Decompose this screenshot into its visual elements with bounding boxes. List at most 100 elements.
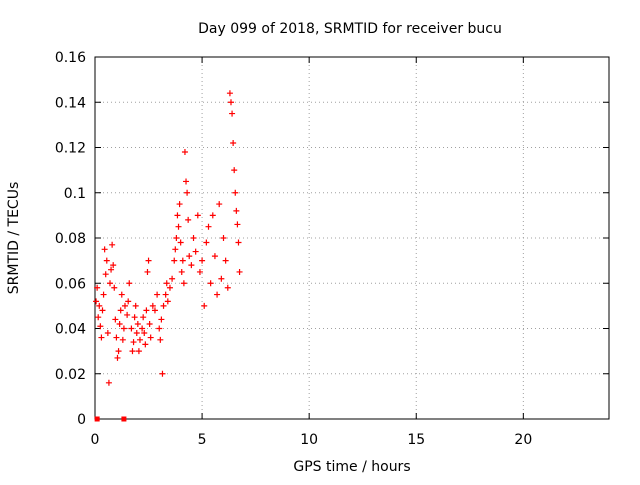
data-point xyxy=(157,336,164,343)
data-point xyxy=(151,307,158,314)
y-tick-label: 0.06 xyxy=(55,276,86,292)
gap-marker xyxy=(121,416,127,422)
data-point xyxy=(99,307,106,314)
data-point xyxy=(121,302,128,309)
data-point xyxy=(130,339,137,346)
data-point xyxy=(145,257,152,264)
y-tick-label: 0 xyxy=(77,412,86,428)
data-point xyxy=(216,201,223,208)
data-point xyxy=(146,320,153,327)
data-point xyxy=(234,221,241,228)
x-tick-label: 5 xyxy=(198,432,207,448)
data-point xyxy=(218,275,225,282)
data-point xyxy=(95,314,102,321)
data-point xyxy=(124,311,131,318)
data-point xyxy=(211,253,218,260)
chart-title: Day 099 of 2018, SRMTID for receiver buc… xyxy=(198,21,502,37)
x-tick-label: 10 xyxy=(300,432,318,448)
data-point xyxy=(192,248,199,255)
y-tick-label: 0.14 xyxy=(55,95,86,111)
data-point xyxy=(97,323,104,330)
data-point xyxy=(199,257,206,264)
data-point xyxy=(229,110,236,117)
data-point xyxy=(236,268,243,275)
data-point xyxy=(129,348,136,355)
data-point xyxy=(101,246,108,253)
data-point xyxy=(222,257,229,264)
data-point xyxy=(109,241,116,248)
data-point xyxy=(178,268,185,275)
data-point xyxy=(166,284,173,291)
data-point xyxy=(116,320,123,327)
data-point xyxy=(160,302,167,309)
data-point xyxy=(93,298,100,305)
data-point xyxy=(173,235,180,241)
data-point xyxy=(226,90,233,97)
data-point xyxy=(133,330,140,337)
data-point xyxy=(175,223,182,230)
axis-ticks: 0 0.02 0.04 0.06 0.08 0.1 0.12 0.14 0.16 0 5 10 15 20 xyxy=(55,50,609,448)
data-point xyxy=(96,302,103,309)
data-point xyxy=(128,325,135,332)
data-point xyxy=(143,307,150,314)
y-axis-label: SRMTID / TECUs xyxy=(6,182,22,295)
data-point xyxy=(140,314,147,321)
data-point xyxy=(105,379,112,386)
data-point xyxy=(164,298,171,305)
data-point xyxy=(181,149,188,156)
data-point xyxy=(132,302,139,309)
data-point xyxy=(111,284,118,291)
y-tick-label: 0.02 xyxy=(55,367,86,383)
data-point xyxy=(117,307,124,314)
data-point xyxy=(171,257,178,264)
data-point xyxy=(100,291,107,298)
x-tick-label: 15 xyxy=(407,432,425,448)
data-point xyxy=(136,336,143,343)
data-points xyxy=(93,90,243,422)
data-point xyxy=(119,336,126,343)
data-point xyxy=(176,201,183,208)
data-point xyxy=(169,275,176,282)
data-point xyxy=(112,316,119,323)
data-point xyxy=(102,271,109,278)
data-point xyxy=(131,314,138,321)
data-point xyxy=(156,325,163,332)
data-point xyxy=(214,291,221,298)
data-point xyxy=(235,239,242,246)
data-point xyxy=(224,284,231,291)
y-tick-label: 0.1 xyxy=(64,186,86,202)
data-point xyxy=(110,262,117,269)
data-point xyxy=(118,291,125,298)
data-point xyxy=(180,280,187,287)
x-tick-label: 20 xyxy=(514,432,532,448)
data-point xyxy=(113,334,120,341)
data-point xyxy=(159,370,166,377)
data-point xyxy=(185,216,192,223)
data-point xyxy=(207,280,214,287)
data-point xyxy=(209,212,216,219)
data-point xyxy=(135,348,142,355)
data-point xyxy=(174,212,181,219)
data-point xyxy=(177,239,184,246)
data-point xyxy=(227,99,234,106)
data-point xyxy=(172,246,179,253)
gap-marker xyxy=(94,416,100,422)
data-point xyxy=(108,266,115,273)
data-point xyxy=(201,302,208,309)
x-tick-label: 0 xyxy=(91,432,100,448)
data-point xyxy=(106,280,113,287)
data-point xyxy=(184,189,191,196)
data-point xyxy=(147,334,154,341)
data-point xyxy=(179,257,186,264)
data-point xyxy=(220,235,227,241)
data-point xyxy=(203,239,210,246)
data-point xyxy=(233,207,240,214)
y-tick-label: 0.04 xyxy=(55,322,86,338)
data-point xyxy=(141,330,148,337)
data-point xyxy=(163,280,170,287)
data-point xyxy=(232,189,239,196)
data-point xyxy=(149,302,156,309)
data-point xyxy=(125,298,132,305)
y-tick-label: 0.12 xyxy=(55,141,86,157)
